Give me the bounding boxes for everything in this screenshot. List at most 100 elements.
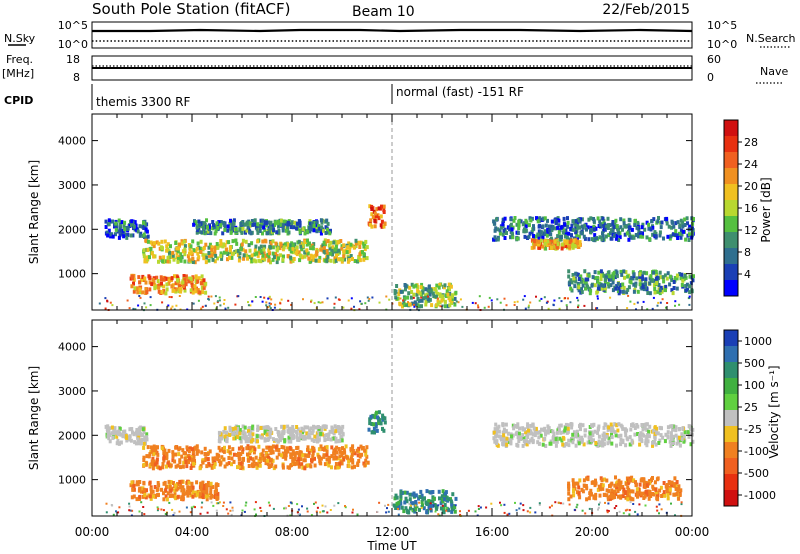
x-tick-labels: 00:00 04:00 08:00 12:00 16:00 20:00 00:00 xyxy=(75,525,710,539)
echo-speckle xyxy=(461,305,464,308)
echo-cell xyxy=(282,219,286,224)
echo-cell xyxy=(435,294,438,299)
echo-cell xyxy=(210,248,214,252)
echo-cell xyxy=(570,227,574,232)
echo-speckle xyxy=(265,304,268,307)
echo-cell xyxy=(187,456,191,461)
echo-cell xyxy=(425,489,429,494)
echo-cell xyxy=(207,258,211,263)
echo-cell xyxy=(211,257,215,262)
echo-cell xyxy=(179,465,182,470)
echo-cell xyxy=(164,464,168,469)
echo-cell xyxy=(239,222,243,226)
echo-cell xyxy=(422,506,426,511)
echo-cell xyxy=(178,480,182,485)
echo-cell xyxy=(176,275,180,280)
echo-cell xyxy=(608,223,612,228)
nsearch-tick-high: 10^5 xyxy=(707,19,737,32)
echo-cell xyxy=(246,452,249,457)
echo-speckle xyxy=(437,513,440,516)
echo-cell xyxy=(133,220,137,225)
echo-cell xyxy=(537,435,541,440)
echo-cell xyxy=(238,456,242,461)
echo-cell xyxy=(312,223,316,228)
echo-cell xyxy=(231,225,235,230)
echo-cell xyxy=(180,488,184,493)
echo-cell xyxy=(622,269,626,274)
echo-cell xyxy=(582,483,586,488)
echo-speckle xyxy=(636,513,639,516)
echo-cell xyxy=(611,229,615,234)
echo-cell xyxy=(338,449,342,454)
echo-cell xyxy=(244,230,247,235)
echo-cell xyxy=(587,237,591,242)
echo-cell xyxy=(150,446,154,451)
echo-cell xyxy=(598,219,602,224)
echo-cell xyxy=(449,284,453,289)
echo-cell xyxy=(503,236,507,240)
echo-cell xyxy=(179,255,183,260)
echo-cell xyxy=(209,481,213,486)
echo-speckle xyxy=(613,507,616,510)
echo-speckle xyxy=(474,510,477,513)
echo-cell xyxy=(358,245,362,249)
echo-cell xyxy=(111,435,115,440)
echo-cell xyxy=(615,270,619,275)
echo-cell xyxy=(294,429,298,434)
echo-cell xyxy=(363,247,367,252)
echo-cell xyxy=(425,510,429,515)
echo-cell xyxy=(509,217,513,222)
echo-cell xyxy=(632,423,636,428)
echo-cell xyxy=(419,489,423,494)
echo-cell xyxy=(111,219,114,224)
echo-cell xyxy=(646,433,650,438)
echo-cell xyxy=(142,441,146,446)
x-tick-label: 04:00 xyxy=(175,525,210,539)
echo-cell xyxy=(267,436,271,441)
echo-cell xyxy=(510,227,514,232)
echo-speckle xyxy=(310,300,312,303)
echo-speckle xyxy=(577,304,580,307)
echo-cell xyxy=(618,283,622,288)
echo-cell xyxy=(142,487,146,492)
echo-cell xyxy=(642,478,646,483)
echo-cell xyxy=(317,224,321,229)
echo-cell xyxy=(174,464,178,469)
echo-cell xyxy=(262,458,266,462)
echo-cell xyxy=(211,485,215,489)
echo-cell xyxy=(303,453,307,458)
echo-cell xyxy=(380,219,384,224)
echo-cell xyxy=(219,241,223,246)
echo-speckle xyxy=(387,510,390,513)
echo-cell xyxy=(163,480,167,485)
echo-cell xyxy=(632,478,636,483)
echo-cell xyxy=(289,455,293,460)
echo-cell xyxy=(274,464,278,469)
echo-cell xyxy=(533,433,537,438)
echo-speckle xyxy=(606,509,609,512)
echo-cell xyxy=(401,304,404,309)
echo-cell xyxy=(408,497,412,502)
echo-cell xyxy=(567,274,571,279)
echo-cell xyxy=(160,290,164,294)
echo-cell xyxy=(107,222,111,227)
echo-cell xyxy=(555,439,559,444)
colorbar-tick-label: 4 xyxy=(744,268,751,281)
echo-cell xyxy=(282,245,286,250)
echo-speckle xyxy=(359,300,362,303)
echo-cell xyxy=(572,482,576,487)
echo-cell xyxy=(450,506,454,511)
echo-cell xyxy=(601,231,604,236)
echo-cell xyxy=(640,274,644,279)
echo-cell xyxy=(666,234,670,239)
echo-cell xyxy=(300,247,304,252)
echo-cell xyxy=(557,223,561,228)
echo-cell xyxy=(342,243,346,248)
echo-cell xyxy=(248,248,252,253)
echo-cell xyxy=(577,288,581,293)
echo-cell xyxy=(265,432,269,437)
echo-cell xyxy=(578,242,582,247)
echo-cell xyxy=(563,239,567,244)
echo-speckle xyxy=(622,512,625,515)
echo-cell xyxy=(315,229,319,234)
